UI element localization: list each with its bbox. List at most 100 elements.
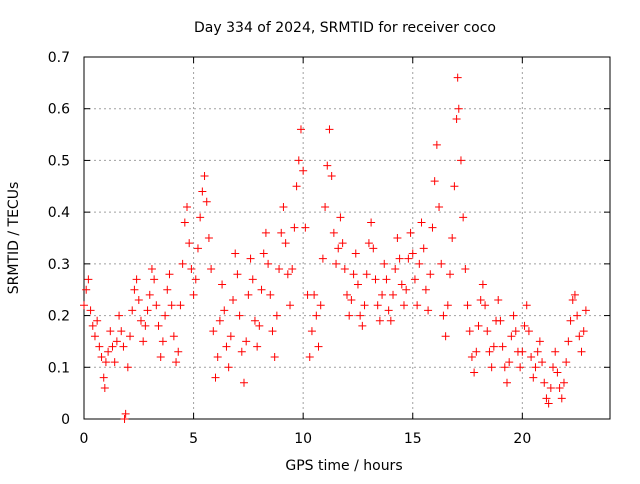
data-point [152, 301, 161, 310]
data-point [272, 311, 281, 320]
data-point [367, 218, 376, 227]
data-point [189, 290, 198, 299]
data-point [143, 306, 152, 315]
data-point [437, 259, 446, 268]
data-point [165, 270, 174, 279]
y-tick-label: 0.4 [48, 205, 70, 221]
data-point [542, 394, 551, 403]
data-point [128, 306, 137, 315]
data-point [215, 316, 224, 325]
data-point [531, 363, 540, 372]
data-point [443, 301, 452, 310]
y-tick-label: 0.5 [48, 153, 70, 169]
data-point [239, 378, 248, 387]
data-point [226, 332, 235, 341]
data-point [296, 125, 305, 134]
data-point [351, 249, 360, 258]
data-point [345, 311, 354, 320]
data-point [378, 290, 387, 299]
data-point [283, 270, 292, 279]
data-point [202, 197, 211, 206]
data-point [386, 316, 395, 325]
data-point [244, 290, 253, 299]
data-series-group [80, 73, 590, 423]
data-point [332, 259, 341, 268]
data-point [156, 352, 165, 361]
data-point [198, 187, 207, 196]
data-point [167, 301, 176, 310]
data-point [509, 311, 518, 320]
data-point [573, 311, 582, 320]
data-point [349, 270, 358, 279]
data-point [535, 337, 544, 346]
data-point [281, 239, 290, 248]
data-point [180, 218, 189, 227]
data-point [250, 316, 259, 325]
y-tick-label: 0.7 [48, 50, 70, 66]
data-point [577, 347, 586, 356]
data-point [110, 358, 119, 367]
data-point [305, 352, 314, 361]
data-point [257, 285, 266, 294]
data-point [290, 223, 299, 232]
data-point [450, 182, 459, 191]
data-point [549, 363, 558, 372]
data-point [511, 327, 520, 336]
data-point [432, 140, 441, 149]
data-point [413, 301, 422, 310]
data-point [193, 244, 202, 253]
data-point [481, 301, 490, 310]
data-point [323, 161, 332, 170]
data-point [446, 270, 455, 279]
data-point [178, 259, 187, 268]
data-point [494, 296, 503, 305]
data-point [496, 316, 505, 325]
data-point [237, 347, 246, 356]
data-point [441, 332, 450, 341]
data-point [196, 213, 205, 222]
data-point [417, 218, 426, 227]
data-point [581, 306, 590, 315]
y-tick-label: 0.1 [48, 360, 70, 376]
data-point [211, 373, 220, 382]
data-point [163, 285, 172, 294]
data-point [502, 378, 511, 387]
data-point [222, 342, 231, 351]
chart-title: Day 334 of 2024, SRMTID for receiver coc… [194, 20, 496, 36]
data-point [389, 290, 398, 299]
data-point [485, 347, 494, 356]
data-point [169, 332, 178, 341]
data-point [130, 285, 139, 294]
data-point [397, 280, 406, 289]
data-point [101, 358, 110, 367]
data-point [158, 337, 167, 346]
data-point [108, 342, 117, 351]
data-point [134, 296, 143, 305]
data-point [527, 352, 536, 361]
data-point [375, 316, 384, 325]
data-point [364, 239, 373, 248]
data-point [121, 409, 130, 418]
data-point [428, 223, 437, 232]
data-point [187, 265, 196, 274]
data-point [246, 254, 255, 263]
data-point [318, 254, 327, 263]
data-point [185, 239, 194, 248]
data-point [266, 290, 275, 299]
data-point [373, 301, 382, 310]
data-point [279, 202, 288, 211]
data-point [141, 321, 150, 330]
data-point [456, 156, 465, 165]
data-point [261, 228, 270, 237]
data-point [544, 399, 553, 408]
data-point [564, 337, 573, 346]
data-point [286, 301, 295, 310]
data-point [463, 301, 472, 310]
data-point [299, 166, 308, 175]
data-point [507, 332, 516, 341]
data-point [316, 301, 325, 310]
data-point [220, 306, 229, 315]
data-point [505, 358, 514, 367]
data-point [294, 156, 303, 165]
data-point [395, 254, 404, 263]
